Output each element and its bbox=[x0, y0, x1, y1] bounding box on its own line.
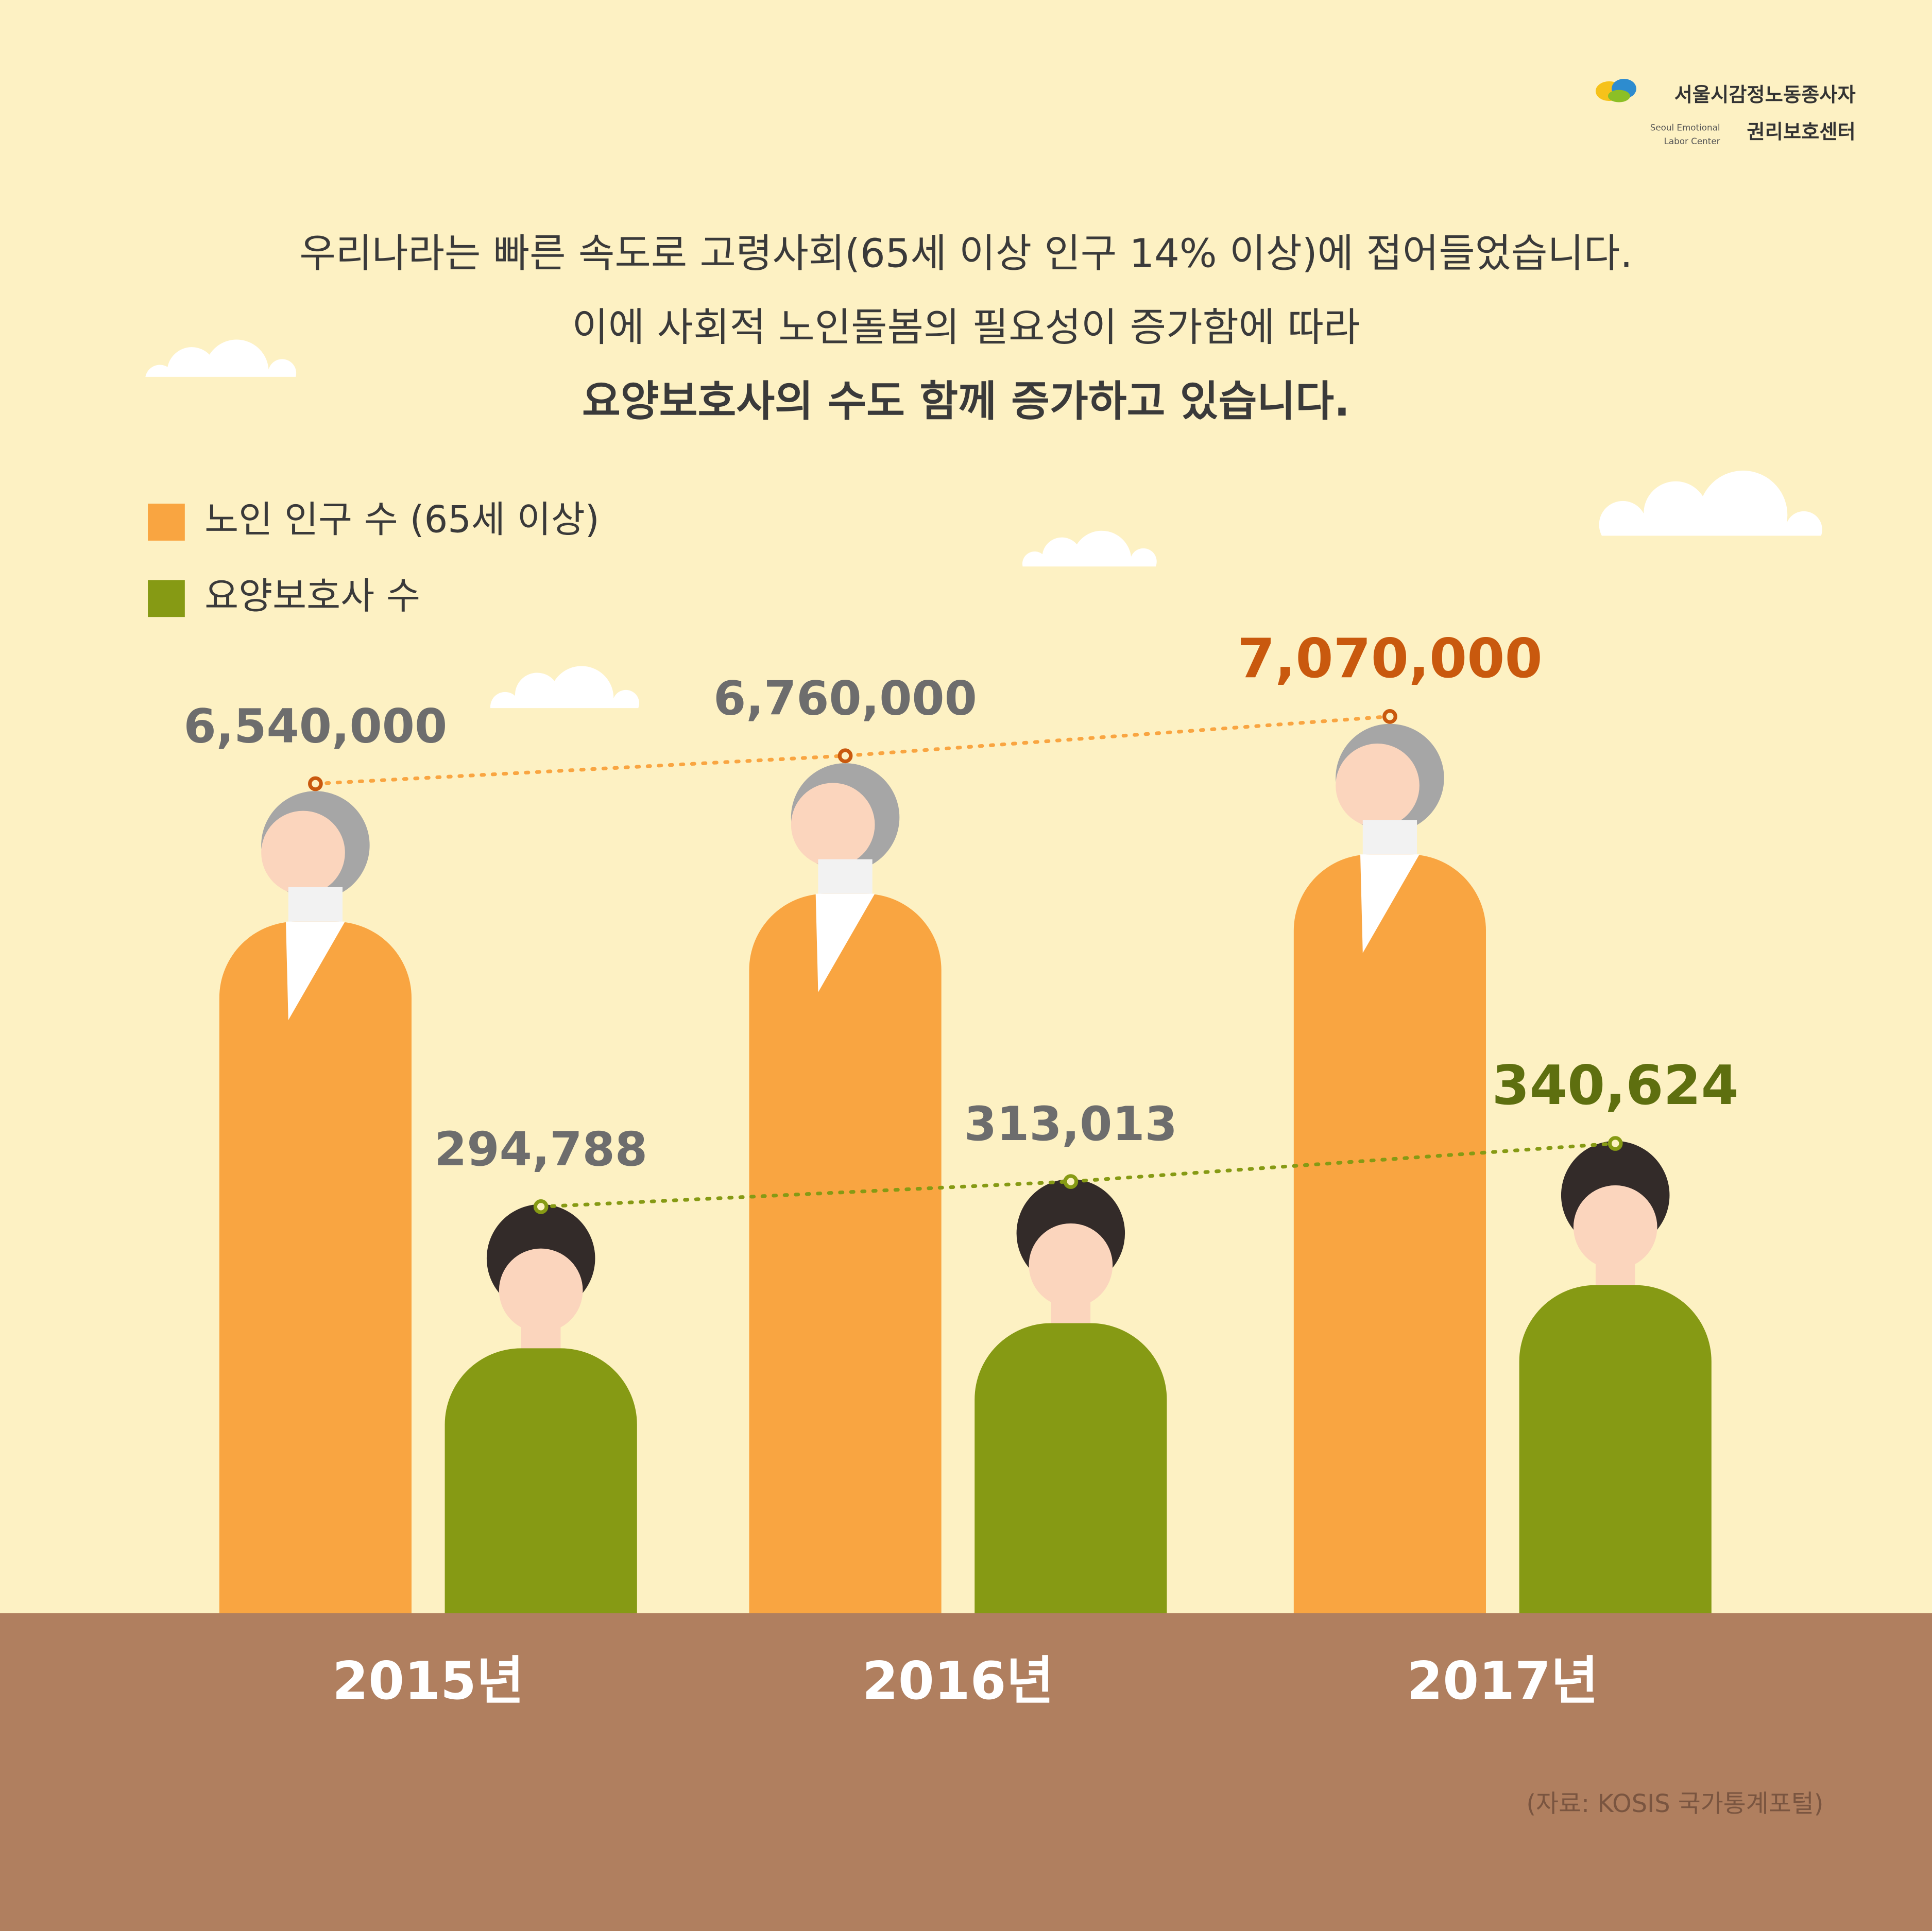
figure bbox=[444, 1204, 637, 1613]
logo-mark bbox=[1608, 90, 1630, 102]
legend-swatch bbox=[148, 504, 185, 541]
face bbox=[1573, 1185, 1657, 1269]
bar bbox=[1293, 854, 1486, 1613]
title-line: 우리나라는 빠른 속도로 고령사회(65세 이상 인구 14% 이상)에 접어들… bbox=[299, 231, 1632, 277]
title-line: 이에 사회적 노인돌봄의 필요성이 증가함에 따라 bbox=[572, 305, 1360, 351]
value-label: 294,788 bbox=[434, 1123, 647, 1177]
collar bbox=[815, 893, 875, 992]
ground bbox=[0, 1613, 1932, 1931]
x-tick-label: 2016년 bbox=[862, 1651, 1054, 1711]
bar bbox=[1519, 1285, 1712, 1613]
point bbox=[1063, 1174, 1079, 1189]
value-label: 7,070,000 bbox=[1237, 627, 1543, 690]
trend-line bbox=[539, 1141, 1617, 1209]
collar bbox=[285, 921, 345, 1021]
value-label: 6,540,000 bbox=[184, 700, 448, 754]
logo-english: Labor Center bbox=[1664, 136, 1720, 146]
figure bbox=[974, 1179, 1167, 1613]
figure bbox=[749, 763, 942, 1613]
clouds bbox=[145, 339, 1822, 709]
logo: 서울시감정노동종사자 권리보호센터 Seoul Emotional Labor … bbox=[1595, 79, 1856, 146]
point bbox=[308, 776, 323, 791]
point bbox=[1608, 1136, 1623, 1151]
legend-label: 요양보호사 수 bbox=[204, 574, 420, 617]
neck bbox=[818, 859, 873, 899]
face bbox=[1336, 744, 1420, 827]
x-tick-label: 2015년 bbox=[332, 1651, 524, 1711]
logo-title: 권리보호센터 bbox=[1747, 120, 1855, 144]
value-label: 313,013 bbox=[964, 1097, 1177, 1151]
bar bbox=[974, 1323, 1167, 1613]
value-label: 6,760,000 bbox=[713, 671, 977, 726]
logo-title: 서울시감정노동종사자 bbox=[1674, 83, 1856, 107]
point bbox=[837, 748, 853, 764]
bar bbox=[749, 893, 942, 1613]
neck bbox=[288, 887, 343, 927]
face bbox=[499, 1248, 583, 1333]
source: (자료: KOSIS 국가통계포털) bbox=[1526, 1790, 1823, 1818]
legend-swatch bbox=[148, 580, 185, 617]
face bbox=[261, 811, 345, 895]
neck bbox=[1362, 820, 1417, 859]
title-line: 요양보호사의 수도 함께 증가하고 있습니다. bbox=[582, 377, 1350, 426]
bar bbox=[219, 921, 412, 1613]
point bbox=[1382, 709, 1397, 724]
legend-label: 노인 인구 수 (65세 이상) bbox=[204, 498, 600, 541]
face bbox=[1029, 1223, 1113, 1307]
collar bbox=[1360, 854, 1420, 953]
logo-english: Seoul Emotional bbox=[1650, 123, 1720, 133]
figure bbox=[219, 791, 412, 1613]
face bbox=[791, 783, 875, 867]
bar bbox=[444, 1348, 637, 1613]
figure bbox=[1519, 1141, 1712, 1613]
value-label: 340,624 bbox=[1492, 1054, 1739, 1117]
x-tick-label: 2017년 bbox=[1407, 1651, 1598, 1711]
point bbox=[533, 1199, 549, 1214]
figure bbox=[1293, 723, 1486, 1613]
